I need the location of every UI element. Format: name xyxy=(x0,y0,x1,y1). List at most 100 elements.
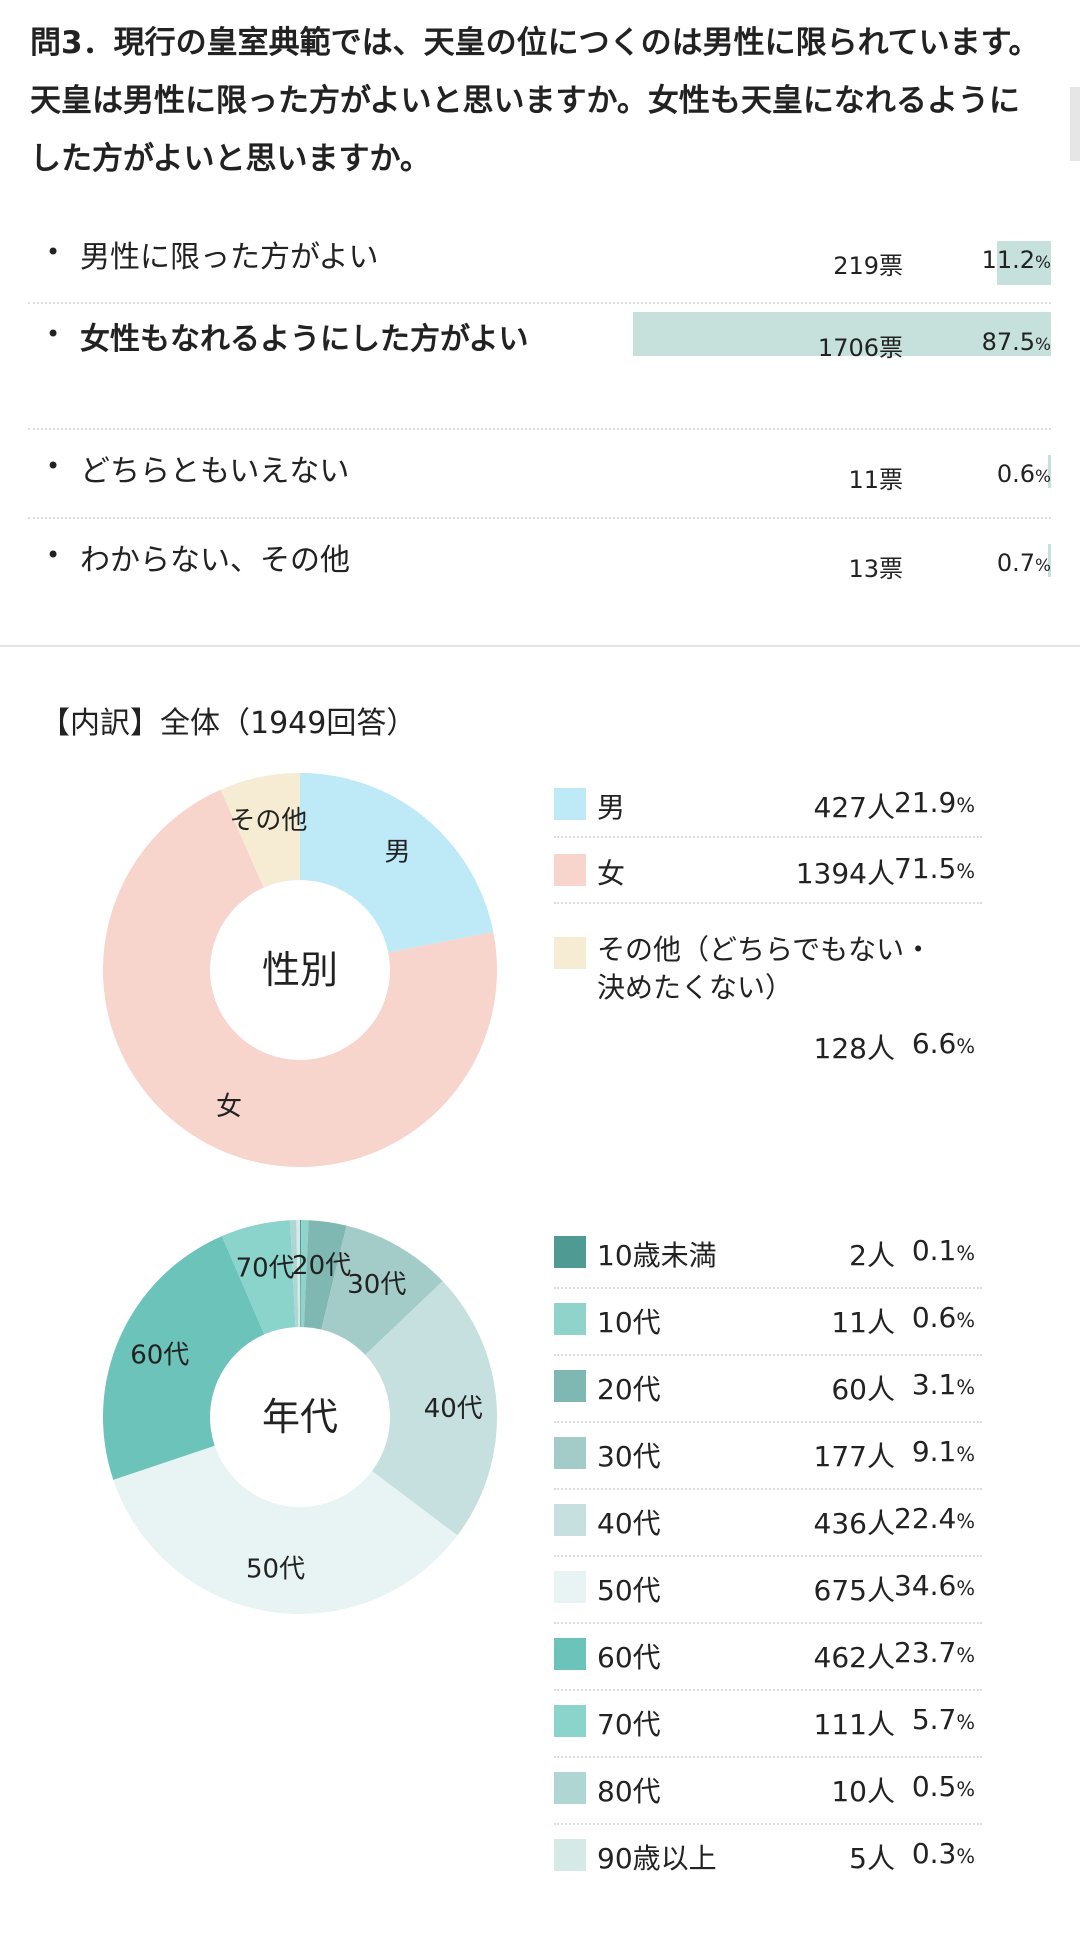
legend-swatch xyxy=(554,1571,586,1603)
legend-count: 60人 xyxy=(831,1373,895,1406)
pie-slice-label: 20代 xyxy=(292,1251,351,1281)
legend-swatch xyxy=(554,1370,586,1402)
legend-percent: 6.6% xyxy=(912,1027,975,1060)
pie-slice xyxy=(102,789,498,1167)
percent-value: 0.7 xyxy=(996,549,1036,577)
legend-percent: 5.7% xyxy=(912,1703,975,1736)
legend-separator xyxy=(554,1823,982,1825)
pie-slice xyxy=(303,1220,347,1330)
legend-percent: 0.3% xyxy=(912,1837,975,1870)
donut-center-title: 性別 xyxy=(262,948,338,992)
pie-slice xyxy=(221,1220,296,1335)
pie-slice-label: 30代 xyxy=(347,1270,406,1300)
legend-label: 30代 xyxy=(597,1440,661,1473)
percent-unit: % xyxy=(956,1035,975,1058)
legend-label: 40代 xyxy=(597,1507,661,1540)
legend-count: 462人 xyxy=(813,1641,895,1674)
percent-value: 0.1 xyxy=(911,1234,957,1267)
option-label: 女性もなれるようにした方がよい xyxy=(80,322,529,357)
legend-swatch xyxy=(554,1772,586,1804)
pie-slice-label: 70代 xyxy=(236,1254,295,1284)
question-title: 問3．現行の皇室典範では、天皇の位につくのは男性に限られています。天皇は男性に限… xyxy=(30,25,1040,177)
legend-separator xyxy=(554,836,982,838)
pie-slice xyxy=(102,1236,265,1480)
divider xyxy=(0,645,1080,647)
legend-swatch xyxy=(554,1705,586,1737)
legend-count: 436人 xyxy=(813,1507,895,1540)
legend-label: 70代 xyxy=(597,1708,661,1741)
percent-unit: % xyxy=(956,1309,975,1332)
vote-percent: 87.5% xyxy=(982,328,1051,356)
percent-unit: % xyxy=(956,794,975,817)
percent-value: 3.1 xyxy=(911,1368,957,1401)
legend-percent: 22.4% xyxy=(894,1502,975,1535)
percent-value: 0.5 xyxy=(911,1770,957,1803)
vote-count: 219票 xyxy=(833,252,903,280)
bullet-icon: • xyxy=(46,238,61,266)
legend-percent: 21.9% xyxy=(894,786,975,819)
scrollbar[interactable] xyxy=(1070,87,1080,161)
legend-separator xyxy=(554,1421,982,1423)
legend-count: 10人 xyxy=(831,1775,895,1808)
row-separator xyxy=(28,428,1051,430)
result-bar xyxy=(1048,544,1051,577)
legend-label: 男 xyxy=(597,791,626,824)
legend-swatch xyxy=(554,1839,586,1871)
percent-value: 87.5 xyxy=(981,328,1036,356)
legend-separator xyxy=(554,1756,982,1758)
legend-label: 20代 xyxy=(597,1373,661,1406)
bullet-icon: • xyxy=(46,452,61,480)
percent-value: 34.6 xyxy=(894,1569,957,1602)
row-separator xyxy=(28,302,1051,304)
pie-slice xyxy=(300,773,494,953)
pie-slice xyxy=(300,1220,309,1328)
vote-count: 1706票 xyxy=(817,334,903,362)
legend-percent: 9.1% xyxy=(912,1435,975,1468)
legend-swatch xyxy=(554,1303,586,1335)
legend-count: 177人 xyxy=(813,1440,895,1473)
vote-percent: 0.6% xyxy=(997,460,1051,488)
legend-label: 10代 xyxy=(597,1306,661,1339)
legend-swatch xyxy=(554,1638,586,1670)
result-bar xyxy=(997,241,1051,285)
legend-count: 11人 xyxy=(831,1306,895,1339)
legend-separator xyxy=(554,1622,982,1624)
legend-label: その他（どちらでもない・決めたくない） xyxy=(597,933,933,1004)
legend-count: 5人 xyxy=(849,1842,895,1875)
legend-separator xyxy=(554,902,982,904)
legend-swatch xyxy=(554,788,586,820)
legend-separator xyxy=(554,1488,982,1490)
legend-percent: 34.6% xyxy=(894,1569,975,1602)
pie-slice xyxy=(220,773,300,888)
bullet-icon: • xyxy=(46,320,61,348)
percent-unit: % xyxy=(1035,466,1051,486)
percent-value: 0.6 xyxy=(911,1301,957,1334)
legend-label: 50代 xyxy=(597,1574,661,1607)
percent-unit: % xyxy=(1035,252,1051,272)
legend-swatch xyxy=(554,937,586,969)
percent-value: 0.6 xyxy=(996,460,1036,488)
legend-separator xyxy=(554,1689,982,1691)
legend-label: 10歳未満 xyxy=(597,1239,717,1272)
pie-slice xyxy=(365,1281,497,1536)
pie-slice xyxy=(290,1220,299,1328)
legend-swatch xyxy=(554,854,586,886)
result-bar xyxy=(1048,455,1051,488)
legend-separator xyxy=(554,1555,982,1557)
legend-label: 女 xyxy=(597,857,626,890)
percent-unit: % xyxy=(956,1376,975,1399)
legend-count: 2人 xyxy=(849,1239,895,1272)
percent-unit: % xyxy=(956,1778,975,1801)
breakdown-title: 【内訳】全体（1949回答） xyxy=(40,706,417,741)
legend-percent: 71.5% xyxy=(894,852,975,885)
pie-slice-label: 女 xyxy=(216,1092,242,1122)
percent-value: 22.4 xyxy=(894,1502,957,1535)
vote-percent: 0.7% xyxy=(997,549,1051,577)
pie-slice-label: 60代 xyxy=(130,1341,189,1371)
percent-value: 0.3 xyxy=(911,1837,957,1870)
percent-value: 6.6 xyxy=(911,1027,957,1060)
result-bar xyxy=(633,312,1051,356)
percent-unit: % xyxy=(956,1711,975,1734)
pie-slice xyxy=(113,1445,458,1614)
